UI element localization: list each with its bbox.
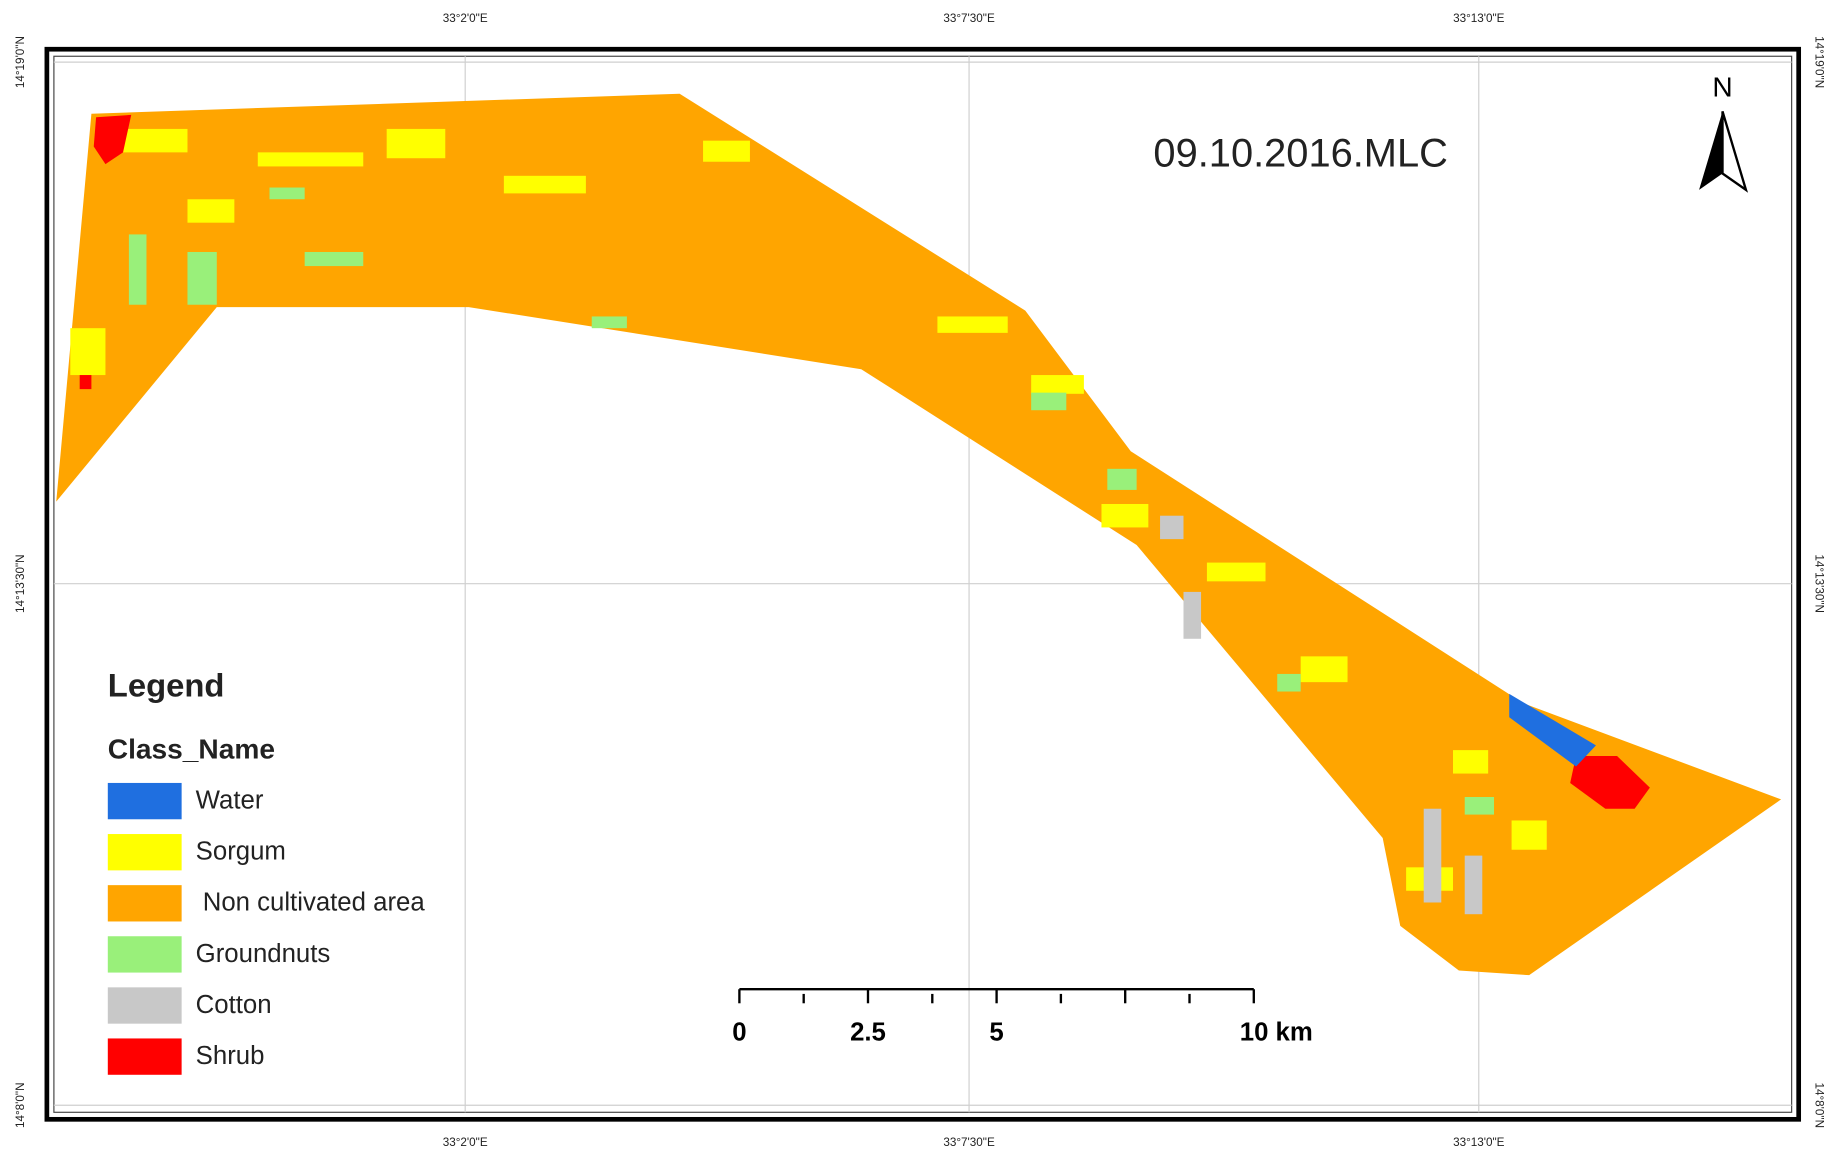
lon-label: 33°13'0"E — [1453, 1136, 1505, 1149]
legend-subtitle: Class_Name — [108, 734, 275, 765]
cotton-patches — [1160, 515, 1483, 915]
scale-label: 5 — [989, 1019, 1003, 1047]
legend-label: Shrub — [196, 1042, 265, 1070]
lat-label: 14°8'0"N — [14, 1082, 27, 1128]
legend-label: Sorgum — [196, 838, 286, 866]
lon-label: 33°7'30"E — [943, 12, 995, 25]
scale-bar: 0 2.5 5 10 km — [732, 988, 1313, 1047]
lat-label: 14°13'30"N — [1813, 554, 1826, 613]
legend-swatch — [107, 936, 182, 973]
north-label: N — [1712, 71, 1732, 102]
legend-swatch — [107, 1038, 182, 1075]
legend-swatch — [107, 885, 182, 922]
legend-label: Water — [196, 787, 264, 815]
map-title: 09.10.2016.MLC — [1153, 131, 1447, 175]
water-patches — [1509, 693, 1596, 767]
legend-label: Cotton — [196, 991, 272, 1019]
coordinate-labels: 33°2'0"E 33°2'0"E 33°7'30"E 33°7'30"E 33°13'… — [14, 12, 1825, 1149]
scale-label: 2.5 — [850, 1019, 886, 1047]
lat-label: 14°19'0"N — [14, 36, 27, 88]
legend-swatch — [107, 987, 182, 1024]
legend-swatch — [107, 782, 182, 820]
area-polygon — [56, 93, 1782, 976]
legend: Water Sorgum Non cultivated area Groundnuts… — [107, 782, 426, 1075]
lon-label: 33°2'0"E — [443, 1136, 488, 1149]
scale-label: 0 — [732, 1019, 746, 1047]
lon-label: 33°2'0"E — [443, 12, 488, 25]
scale-label: 10 km — [1240, 1019, 1313, 1047]
lat-label: 14°8'0"N — [1813, 1082, 1826, 1128]
legend-label: Non cultivated area — [203, 889, 426, 917]
lat-label: 14°19'0"N — [1813, 36, 1826, 88]
sorgum-patches — [70, 128, 1547, 891]
legend-label: Groundnuts — [196, 940, 331, 968]
study-area — [56, 93, 1782, 976]
legend-title: Legend — [108, 667, 225, 704]
lon-label: 33°7'30"E — [943, 1136, 995, 1149]
shrub-patches — [79, 114, 1650, 809]
lon-label: 33°13'0"E — [1453, 12, 1505, 25]
north-arrow — [1721, 111, 1749, 193]
legend-swatch — [107, 834, 182, 871]
lat-label: 14°13'30"N — [14, 554, 27, 613]
groundnut-patches — [128, 187, 1495, 815]
